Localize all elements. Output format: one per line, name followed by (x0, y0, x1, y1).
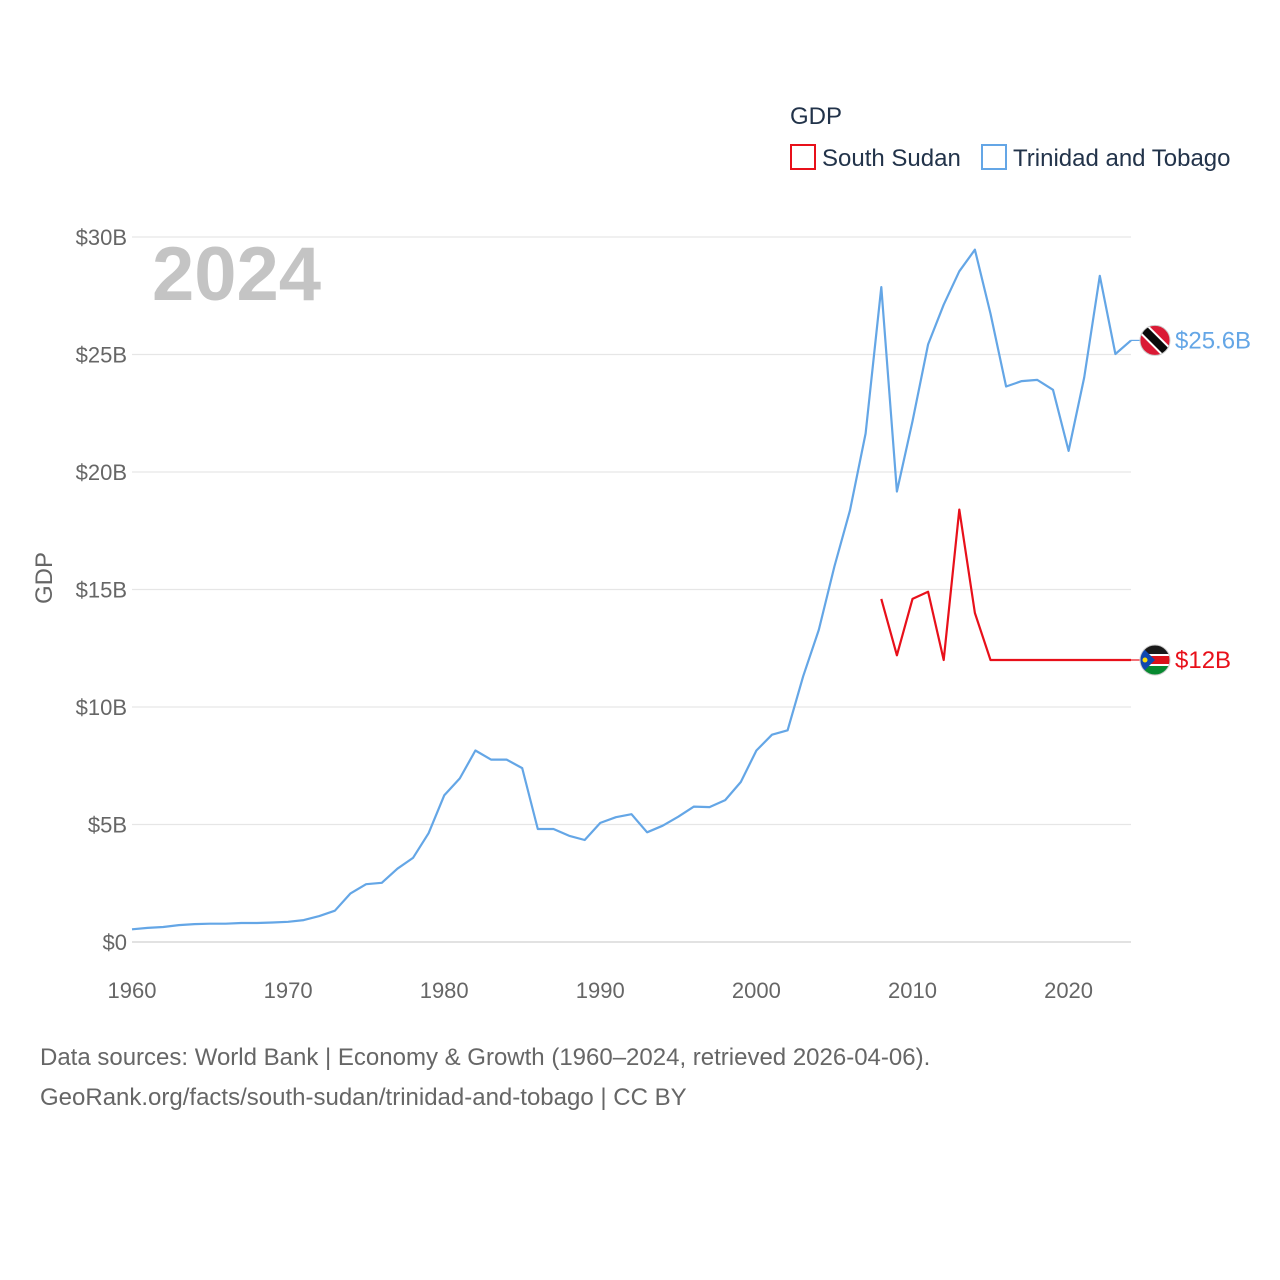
source-url-license[interactable]: GeoRank.org/facts/south-sudan/trinidad-a… (40, 1084, 687, 1111)
x-tick-label: 2000 (732, 978, 781, 1003)
y-tick-label: $15B (76, 578, 127, 603)
end-value-label: $12B (1175, 647, 1231, 674)
y-axis-ticks: $0 $5B $10B $15B $20B $25B $30B (76, 225, 127, 955)
legend-item-label: Trinidad and Tobago (1013, 145, 1231, 172)
x-tick-label: 1960 (108, 978, 157, 1003)
legend-swatch (981, 144, 1007, 170)
x-axis-ticks: 1960 1970 1980 1990 2000 2010 2020 (108, 978, 1094, 1003)
legend-swatch (790, 144, 816, 170)
legend: GDP South Sudan Trinidad and Tobago (790, 103, 1231, 172)
x-tick-label: 1970 (264, 978, 313, 1003)
y-axis-label: GDP (31, 552, 58, 604)
y-tick-label: $20B (76, 460, 127, 485)
series-line-trinidad-and-tobago (131, 248, 1132, 931)
data-source-note: Data sources: World Bank | Economy & Gro… (40, 1044, 931, 1071)
south-sudan-flag-icon (1139, 644, 1171, 676)
x-tick-label: 1990 (576, 978, 625, 1003)
series-lines (131, 248, 1132, 931)
y-tick-label: $30B (76, 225, 127, 250)
y-tick-label: $0 (103, 930, 127, 955)
series-line-south-sudan (880, 508, 1131, 662)
x-tick-label: 1980 (420, 978, 469, 1003)
y-tick-label: $25B (76, 343, 127, 368)
year-watermark: 2024 (152, 232, 321, 317)
end-markers: $25.6B $12B (1131, 324, 1251, 676)
y-tick-label: $10B (76, 695, 127, 720)
y-tick-label: $5B (88, 813, 127, 838)
legend-title: GDP (790, 103, 842, 130)
x-tick-label: 2020 (1044, 978, 1093, 1003)
legend-item-label: South Sudan (822, 145, 961, 172)
gridlines (132, 236, 1131, 943)
x-tick-label: 2010 (888, 978, 937, 1003)
trinidad-and-tobago-flag-icon (1139, 324, 1171, 356)
end-value-label: $25.6B (1175, 327, 1251, 354)
